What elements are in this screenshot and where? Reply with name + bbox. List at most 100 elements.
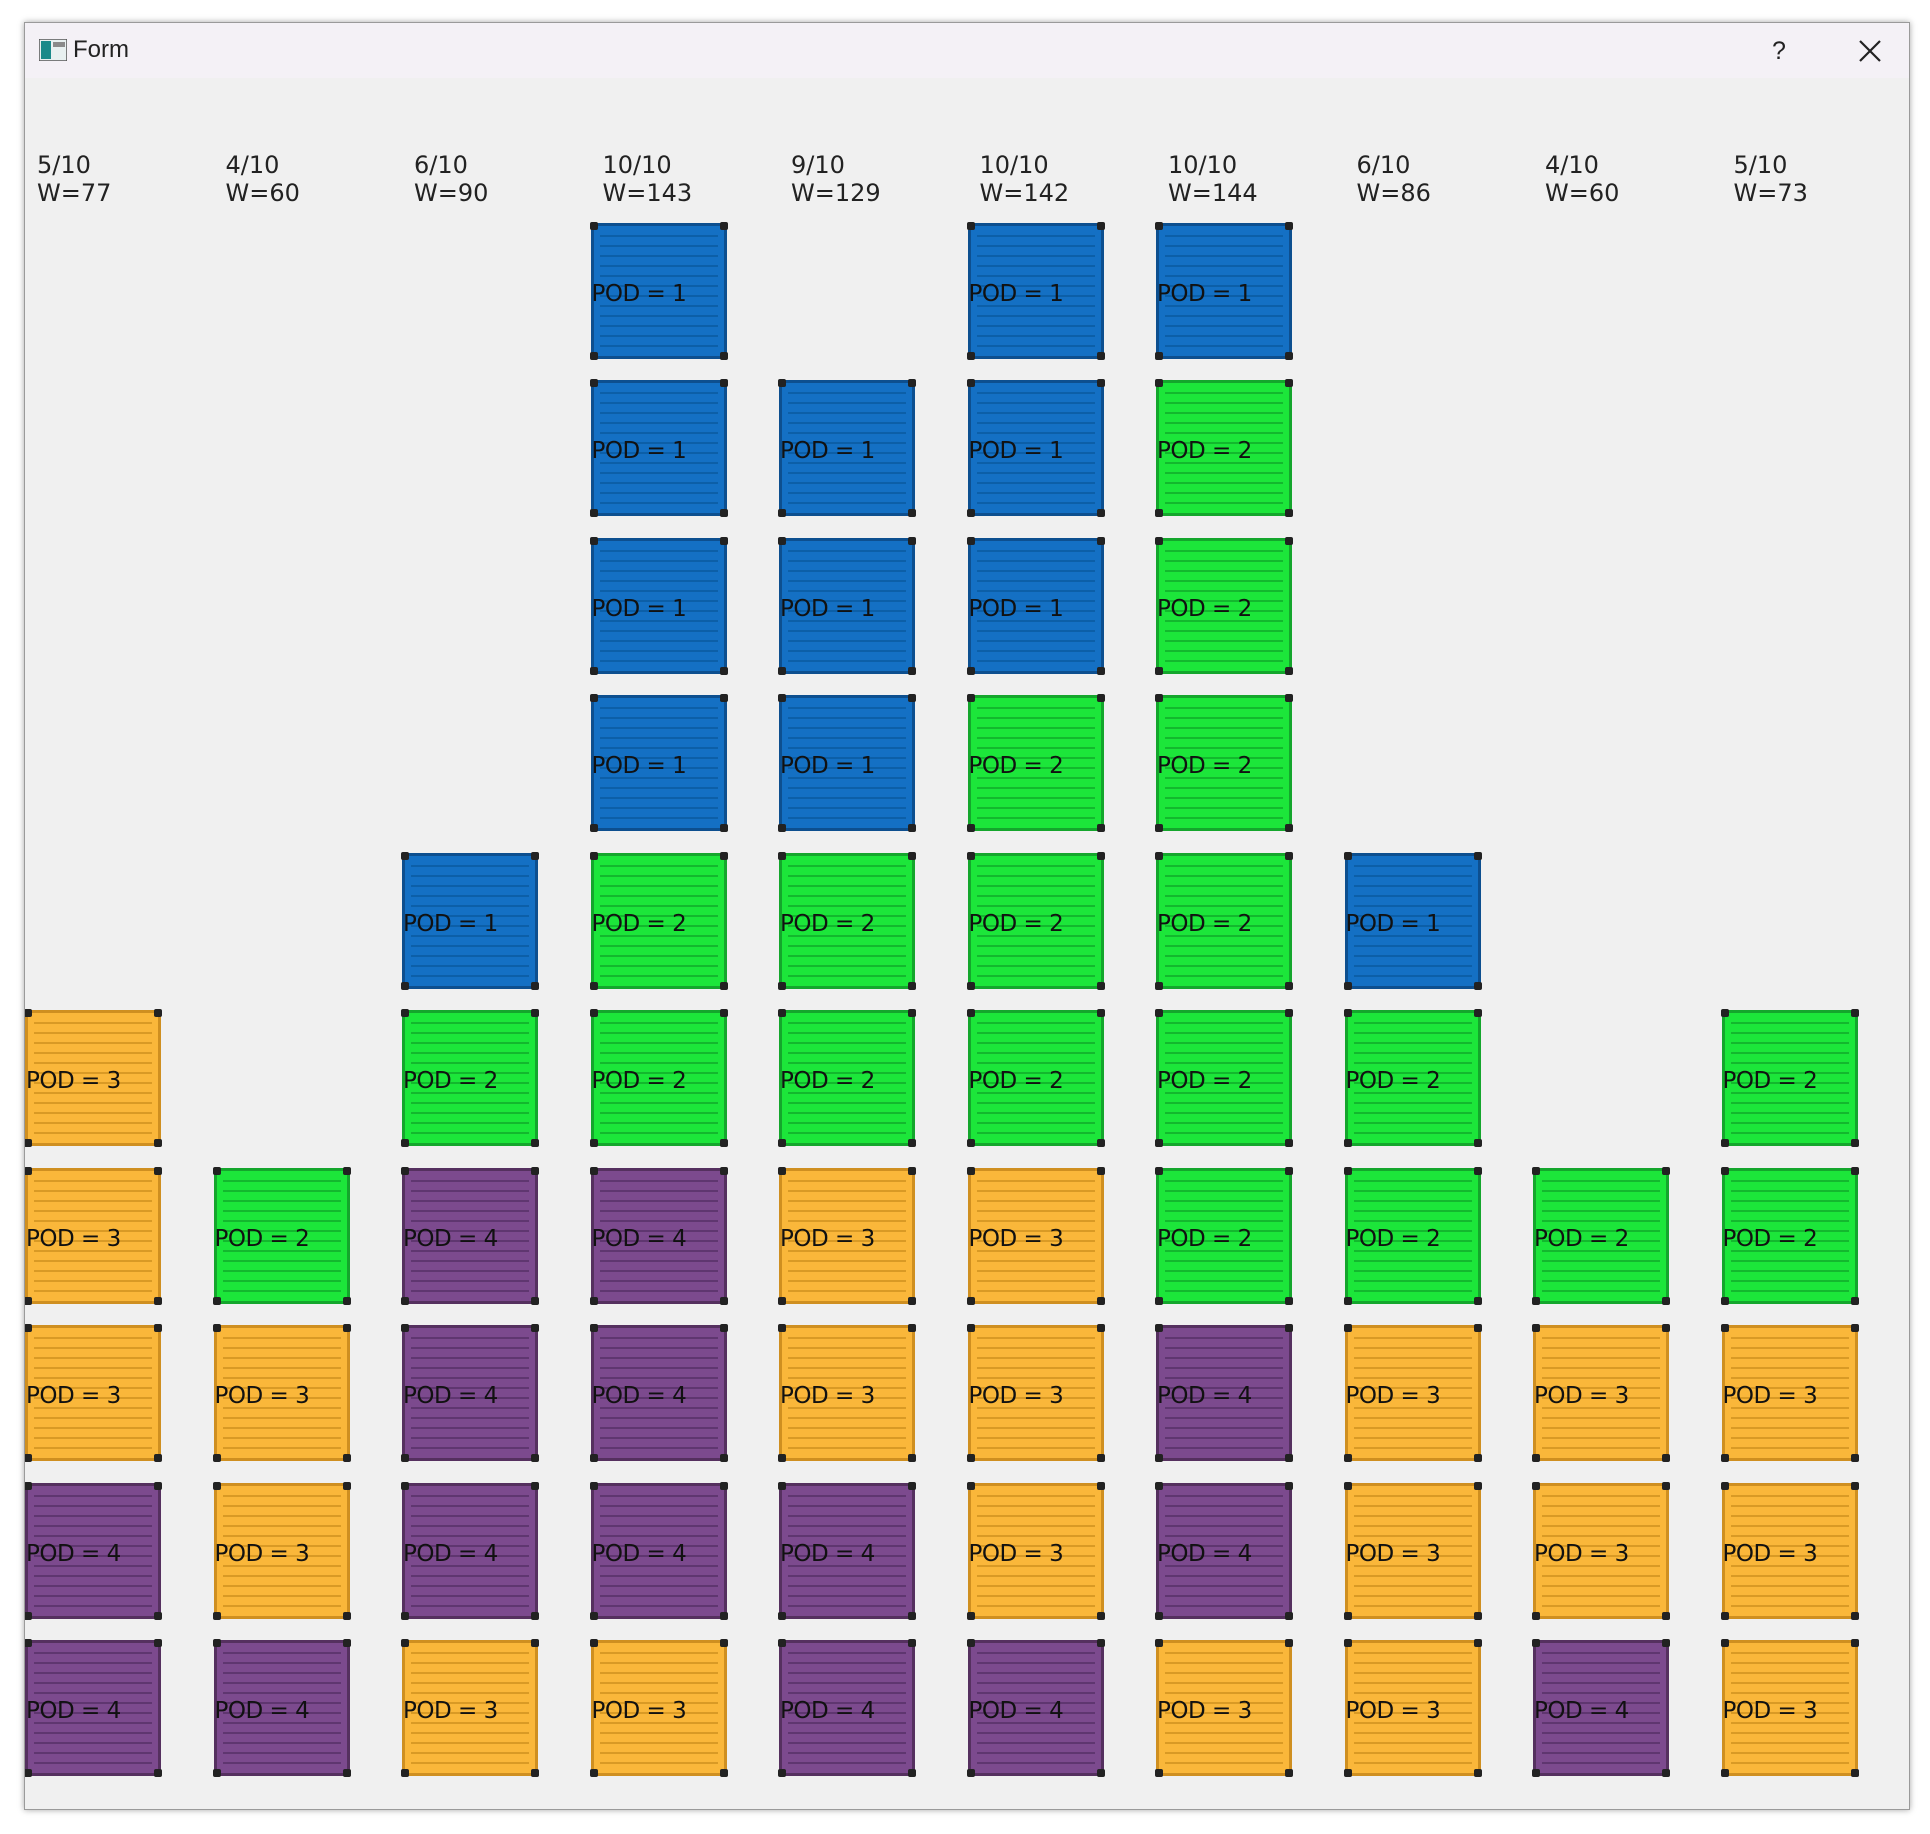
corner-casting: [531, 1009, 539, 1017]
container-pod-4[interactable]: POD = 4: [589, 1324, 728, 1462]
container-pod-4[interactable]: POD = 4: [1155, 1481, 1293, 1620]
container-pod-2[interactable]: POD = 2: [589, 1009, 728, 1147]
container-pod-2[interactable]: POD = 2: [1155, 379, 1293, 517]
corner-casting: [1155, 1166, 1163, 1175]
container-pod-2[interactable]: POD = 2: [1155, 1009, 1293, 1147]
container-pod-1[interactable]: POD = 1: [589, 694, 728, 832]
container-pod-4[interactable]: POD = 4: [401, 1324, 539, 1462]
container-pod-2[interactable]: POD = 2: [1720, 1166, 1859, 1305]
container-pod-1[interactable]: POD = 1: [589, 221, 728, 360]
container-pod-2[interactable]: POD = 2: [1155, 694, 1293, 832]
container-pod-2[interactable]: POD = 2: [1720, 1009, 1859, 1147]
corner-casting: [1096, 1324, 1105, 1332]
container-pod-3[interactable]: POD = 3: [966, 1481, 1105, 1620]
corner-casting: [719, 981, 728, 990]
container-ribs: [976, 1652, 1095, 1764]
container-pod-3[interactable]: POD = 3: [1343, 1639, 1482, 1777]
container-pod-3[interactable]: POD = 3: [1532, 1481, 1670, 1620]
container-pod-4[interactable]: POD = 4: [589, 1481, 728, 1620]
container-pod-1[interactable]: POD = 1: [401, 851, 539, 990]
corner-casting: [908, 379, 916, 387]
container-ribs: [1353, 864, 1472, 977]
container-ribs: [788, 1652, 906, 1764]
container-pod-4[interactable]: POD = 4: [589, 1166, 728, 1305]
container-pod-3[interactable]: POD = 3: [1532, 1324, 1670, 1462]
container-pod-4[interactable]: POD = 4: [25, 1481, 162, 1620]
container-pod-2[interactable]: POD = 2: [1155, 1166, 1293, 1305]
container-pod-2[interactable]: POD = 2: [778, 1009, 916, 1147]
container-pod-4[interactable]: POD = 4: [1155, 1324, 1293, 1462]
container-pod-2[interactable]: POD = 2: [1343, 1009, 1482, 1147]
container-pod-3[interactable]: POD = 3: [25, 1166, 162, 1305]
container-pod-2[interactable]: POD = 2: [212, 1166, 351, 1305]
container-pod-2[interactable]: POD = 2: [778, 851, 916, 990]
container-pod-3[interactable]: POD = 3: [212, 1324, 351, 1462]
container-pod-2[interactable]: POD = 2: [966, 1009, 1105, 1147]
help-button[interactable]: ?: [1772, 36, 1786, 65]
container-pod-3[interactable]: POD = 3: [25, 1009, 162, 1147]
container-pod-4[interactable]: POD = 4: [401, 1481, 539, 1620]
stack-header: 4/10 W=60: [226, 151, 300, 207]
container-pod-1[interactable]: POD = 1: [966, 221, 1105, 360]
container-pod-3[interactable]: POD = 3: [25, 1324, 162, 1462]
container-ribs: [1165, 864, 1283, 977]
container-pod-2[interactable]: POD = 2: [589, 851, 728, 990]
container-pod-4[interactable]: POD = 4: [1532, 1639, 1670, 1777]
pod-label: POD = 3: [1534, 1383, 1629, 1409]
pod-label: POD = 3: [780, 1225, 875, 1252]
container-pod-1[interactable]: POD = 1: [778, 694, 916, 832]
container-pod-2[interactable]: POD = 2: [401, 1009, 539, 1147]
container-pod-3[interactable]: POD = 3: [1155, 1639, 1293, 1777]
container-pod-3[interactable]: POD = 3: [589, 1639, 728, 1777]
container-pod-3[interactable]: POD = 3: [778, 1324, 916, 1462]
container-ribs: [1165, 1652, 1283, 1764]
container-pod-1[interactable]: POD = 1: [1155, 221, 1293, 360]
container-pod-2[interactable]: POD = 2: [1155, 536, 1293, 675]
pod-label: POD = 3: [968, 1225, 1064, 1252]
corner-casting: [908, 1769, 916, 1777]
container-pod-3[interactable]: POD = 3: [1343, 1481, 1482, 1620]
container-pod-1[interactable]: POD = 1: [966, 536, 1105, 675]
corner-casting: [589, 1611, 598, 1620]
close-button[interactable]: [1847, 29, 1893, 73]
container-pod-4[interactable]: POD = 4: [212, 1639, 351, 1777]
container-pod-3[interactable]: POD = 3: [401, 1639, 539, 1777]
container-pod-2[interactable]: POD = 2: [1532, 1166, 1670, 1305]
container-pod-4[interactable]: POD = 4: [25, 1639, 162, 1777]
container-pod-4[interactable]: POD = 4: [966, 1639, 1105, 1777]
container-pod-3[interactable]: POD = 3: [1720, 1481, 1859, 1620]
container-pod-1[interactable]: POD = 1: [1343, 851, 1482, 990]
corner-casting: [719, 1324, 728, 1332]
stack-count: 9/10: [791, 151, 845, 179]
container-pod-3[interactable]: POD = 3: [966, 1324, 1105, 1462]
container-ribs: [1730, 1179, 1849, 1292]
corner-casting: [401, 1454, 409, 1462]
corner-casting: [1096, 824, 1105, 832]
container-pod-4[interactable]: POD = 4: [778, 1639, 916, 1777]
container-pod-3[interactable]: POD = 3: [966, 1166, 1105, 1305]
container-ribs: [1730, 1652, 1849, 1764]
corner-casting: [342, 1166, 351, 1175]
corner-casting: [778, 824, 786, 832]
container-pod-1[interactable]: POD = 1: [589, 379, 728, 517]
container-pod-4[interactable]: POD = 4: [401, 1166, 539, 1305]
container-pod-1[interactable]: POD = 1: [778, 536, 916, 675]
container-pod-2[interactable]: POD = 2: [1155, 851, 1293, 990]
container-pod-4[interactable]: POD = 4: [778, 1481, 916, 1620]
corner-casting: [778, 666, 786, 675]
container-pod-1[interactable]: POD = 1: [966, 379, 1105, 517]
container-pod-1[interactable]: POD = 1: [778, 379, 916, 517]
container-pod-3[interactable]: POD = 3: [1720, 1639, 1859, 1777]
container-pod-1[interactable]: POD = 1: [589, 536, 728, 675]
container-pod-2[interactable]: POD = 2: [1343, 1166, 1482, 1305]
container-pod-3[interactable]: POD = 3: [212, 1481, 351, 1620]
pod-label: POD = 2: [1157, 438, 1252, 464]
container-pod-3[interactable]: POD = 3: [1343, 1324, 1482, 1462]
container-pod-2[interactable]: POD = 2: [966, 851, 1105, 990]
container-pod-2[interactable]: POD = 2: [966, 694, 1105, 832]
container-pod-3[interactable]: POD = 3: [778, 1166, 916, 1305]
corner-casting: [1285, 694, 1293, 702]
container-pod-3[interactable]: POD = 3: [1720, 1324, 1859, 1462]
title-bar[interactable]: Form ?: [25, 23, 1909, 78]
corner-casting: [531, 851, 539, 860]
